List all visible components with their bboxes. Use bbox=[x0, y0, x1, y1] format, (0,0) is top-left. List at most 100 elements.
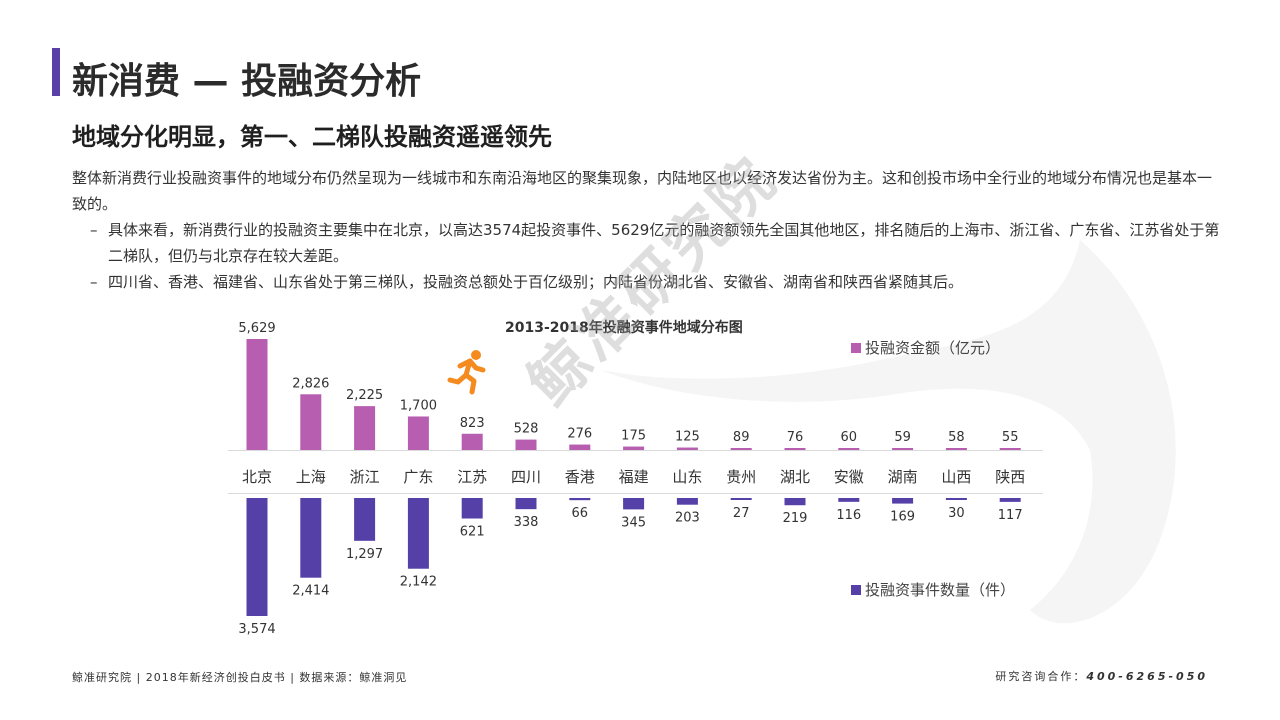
bar-count bbox=[892, 498, 914, 504]
bar-amount bbox=[569, 444, 591, 450]
intro-paragraph: 整体新消费行业投融资事件的地域分布仍然呈现为一线城市和东南沿海地区的聚集现象，内… bbox=[72, 169, 1213, 213]
bar-amount bbox=[892, 448, 914, 450]
page-title: 新消费 — 投融资分析 bbox=[72, 61, 422, 102]
whale-watermark-icon bbox=[600, 240, 1176, 624]
bar-count bbox=[407, 498, 429, 569]
category-label: 山西 bbox=[941, 468, 971, 486]
bar-amount bbox=[300, 394, 322, 450]
data-label-count: 219 bbox=[783, 511, 808, 526]
bar-amount bbox=[515, 439, 537, 450]
bar-amount bbox=[784, 448, 806, 450]
data-label-amount: 59 bbox=[894, 430, 911, 445]
data-label-count: 116 bbox=[836, 508, 861, 523]
bar-count bbox=[461, 498, 483, 519]
data-label-count: 30 bbox=[948, 506, 965, 521]
running-person-icon bbox=[447, 350, 486, 395]
footer-contact: 研究咨询合作：400-6265-050 bbox=[995, 668, 1208, 684]
data-label-count: 338 bbox=[514, 515, 539, 530]
bar-count bbox=[300, 498, 322, 578]
data-label-amount: 5,629 bbox=[238, 321, 275, 336]
legend-label-amount: 投融资金额（亿元） bbox=[865, 339, 1001, 357]
bar-count bbox=[569, 498, 591, 501]
bar-count bbox=[784, 498, 806, 506]
legend-amount: 投融资金额（亿元） bbox=[851, 337, 1000, 358]
legend-swatch-amount bbox=[851, 342, 861, 353]
bar-count bbox=[999, 498, 1021, 502]
data-label-amount: 60 bbox=[841, 430, 858, 445]
category-label: 江苏 bbox=[457, 468, 487, 486]
category-label: 香港 bbox=[565, 468, 595, 486]
bullet-dash: – bbox=[90, 273, 98, 291]
bar-amount bbox=[623, 446, 645, 450]
data-label-amount: 58 bbox=[948, 430, 965, 445]
legend-label-count: 投融资事件数量（件） bbox=[865, 581, 1016, 599]
bar-amount bbox=[407, 416, 429, 450]
bar-amount bbox=[676, 447, 698, 450]
data-label-count: 66 bbox=[572, 506, 589, 521]
data-label-amount: 276 bbox=[567, 427, 592, 442]
data-label-amount: 528 bbox=[514, 422, 539, 437]
bar-count bbox=[730, 498, 752, 500]
footer-contact-label: 研究咨询合作： bbox=[995, 670, 1087, 683]
bar-amount bbox=[354, 406, 376, 450]
data-label-amount: 76 bbox=[787, 430, 804, 445]
data-label-amount: 89 bbox=[733, 430, 750, 445]
bar-count bbox=[945, 498, 967, 500]
category-label: 广东 bbox=[403, 468, 433, 486]
category-label: 山东 bbox=[672, 468, 702, 486]
data-label-count: 169 bbox=[890, 510, 915, 525]
bullet-dash: – bbox=[90, 221, 98, 239]
category-label: 湖北 bbox=[780, 468, 810, 486]
bar-amount bbox=[999, 448, 1021, 450]
bar-count bbox=[246, 498, 268, 616]
category-label: 四川 bbox=[511, 468, 541, 486]
category-label: 福建 bbox=[619, 468, 649, 486]
bar-count bbox=[354, 498, 376, 541]
data-label-amount: 125 bbox=[675, 430, 700, 445]
body-text: 整体新消费行业投融资事件的地域分布仍然呈现为一线城市和东南沿海地区的聚集现象，内… bbox=[72, 165, 1222, 295]
bullet-text: 四川省、香港、福建省、山东省处于第三梯队，投融资总额处于百亿级别；内陆省份湖北省… bbox=[108, 273, 964, 291]
bar-count bbox=[838, 498, 860, 502]
bullet-item: – 四川省、香港、福建省、山东省处于第三梯队，投融资总额处于百亿级别；内陆省份湖… bbox=[72, 269, 1222, 295]
bar-amount bbox=[945, 448, 967, 450]
data-label-count: 117 bbox=[998, 508, 1023, 523]
bar-amount bbox=[461, 433, 483, 450]
data-label-count: 621 bbox=[460, 525, 485, 540]
bar-count bbox=[515, 498, 537, 510]
category-label: 湖南 bbox=[888, 468, 918, 486]
bar-amount bbox=[246, 339, 268, 450]
title-accent-bar bbox=[52, 48, 60, 96]
data-label-amount: 175 bbox=[621, 429, 646, 444]
footer-phone: 400-6265-050 bbox=[1086, 670, 1208, 683]
category-label: 北京 bbox=[242, 468, 272, 486]
bullet-item: – 具体来看，新消费行业的投融资主要集中在北京，以高达3574起投资事件、562… bbox=[72, 217, 1222, 269]
legend-swatch-count bbox=[851, 584, 861, 595]
data-label-count: 3,574 bbox=[238, 622, 275, 637]
data-label-count: 203 bbox=[675, 511, 700, 526]
bar-amount bbox=[838, 448, 860, 450]
category-label: 贵州 bbox=[726, 468, 756, 486]
category-label: 浙江 bbox=[350, 468, 380, 486]
category-label: 陕西 bbox=[995, 468, 1025, 486]
data-label-amount: 55 bbox=[1002, 430, 1019, 445]
category-label: 上海 bbox=[296, 468, 326, 486]
data-label-count: 2,142 bbox=[400, 575, 437, 590]
category-label: 安徽 bbox=[834, 468, 864, 486]
data-label-count: 27 bbox=[733, 506, 750, 521]
bar-count bbox=[623, 498, 645, 510]
data-label-count: 345 bbox=[621, 515, 646, 530]
data-label-amount: 823 bbox=[460, 416, 485, 431]
footer-source: 鲸准研究院 | 2018年新经济创投白皮书 | 数据来源：鲸准洞见 bbox=[72, 671, 408, 684]
data-label-amount: 2,826 bbox=[292, 376, 329, 391]
bullet-text: 具体来看，新消费行业的投融资主要集中在北京，以高达3574起投资事件、5629亿… bbox=[108, 221, 1220, 265]
bar-amount bbox=[730, 448, 752, 450]
chart-title: 2013-2018年投融资事件地域分布图 bbox=[505, 320, 743, 336]
data-label-count: 1,297 bbox=[346, 547, 383, 562]
legend-count: 投融资事件数量（件） bbox=[851, 579, 1015, 600]
data-label-count: 2,414 bbox=[292, 584, 329, 599]
page-subtitle: 地域分化明显，第一、二梯队投融资遥遥领先 bbox=[72, 123, 552, 151]
data-label-amount: 2,225 bbox=[346, 388, 383, 403]
data-label-amount: 1,700 bbox=[400, 398, 437, 413]
bar-count bbox=[676, 498, 698, 505]
